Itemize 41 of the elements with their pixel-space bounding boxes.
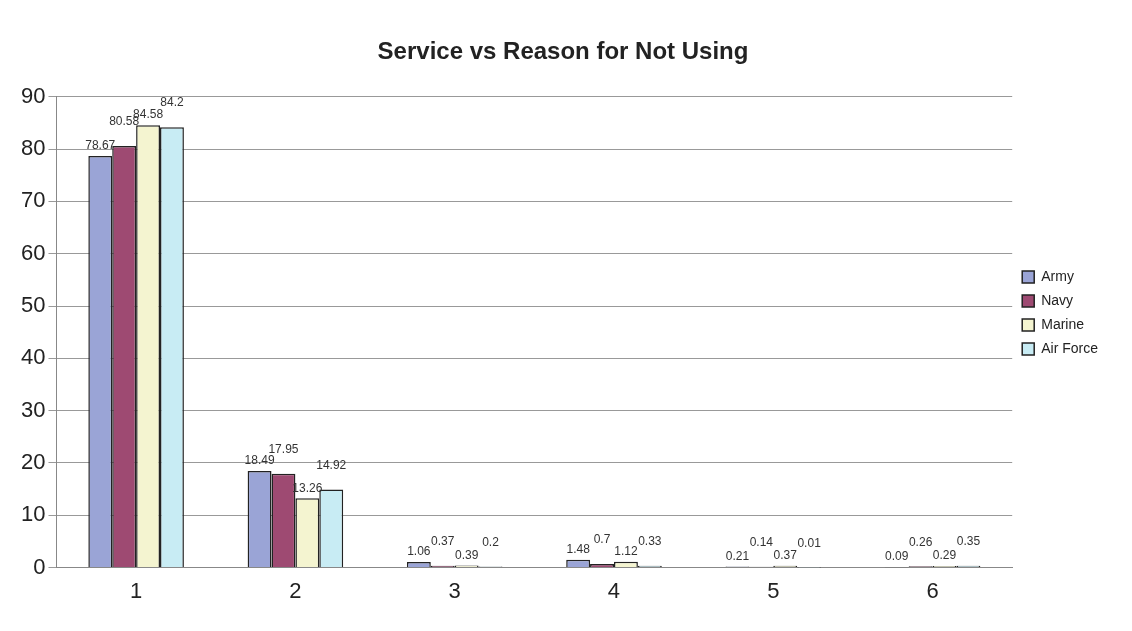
x-tick-label: 2 (289, 577, 302, 603)
data-label: 0.37 (431, 533, 455, 548)
legend-label: Navy (1041, 291, 1074, 308)
chart-title: Service vs Reason for Not Using (377, 37, 749, 65)
data-label: 0.39 (454, 547, 479, 562)
y-tick-label: 90 (20, 82, 46, 108)
data-label: 0.09 (885, 549, 909, 564)
data-label: 0.26 (908, 534, 933, 549)
legend-label: Marine (1041, 315, 1085, 332)
data-label: 14.92 (316, 457, 347, 472)
legend-label: Air Force (1041, 339, 1099, 356)
data-label: 0.35 (956, 534, 981, 549)
data-label: 0.01 (797, 535, 822, 550)
data-label: 0.37 (773, 547, 798, 562)
data-label: 78.67 (85, 138, 116, 153)
y-tick-label: 50 (20, 292, 46, 318)
x-tick-label: 3 (448, 577, 461, 603)
y-tick-label: 80 (20, 135, 46, 161)
data-label: 1.06 (407, 544, 431, 559)
data-label: 1.12 (614, 544, 638, 559)
x-tick-label: 4 (607, 577, 621, 603)
data-label: 0.2 (482, 534, 500, 549)
x-tick-label: 5 (767, 577, 780, 603)
x-tick-label: 6 (926, 577, 939, 603)
data-label: 18.49 (244, 453, 275, 468)
y-tick-label: 0 (33, 553, 46, 579)
data-label: 84.2 (160, 95, 184, 110)
y-tick-label: 60 (20, 239, 46, 265)
data-label: 0.14 (749, 535, 774, 550)
y-tick-label: 40 (20, 344, 46, 370)
data-label: 1.48 (566, 542, 591, 557)
y-tick-label: 30 (20, 396, 46, 422)
legend-label: Army (1041, 267, 1074, 284)
x-tick-label: 1 (129, 577, 143, 603)
data-label: 0.7 (593, 532, 611, 547)
y-tick-label: 70 (20, 187, 46, 213)
y-tick-label: 20 (20, 449, 46, 475)
data-label: 0.21 (725, 548, 750, 563)
data-label: 0.29 (932, 548, 957, 563)
y-tick-label: 10 (20, 501, 46, 527)
data-label: 0.33 (638, 534, 662, 549)
